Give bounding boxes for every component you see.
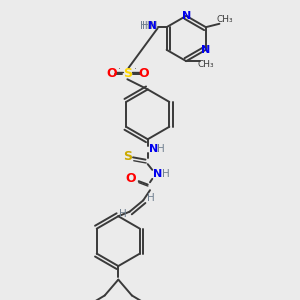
Text: O: O bbox=[125, 172, 136, 185]
Text: H: H bbox=[147, 193, 155, 203]
Text: HN: HN bbox=[142, 21, 158, 31]
Text: CH₃: CH₃ bbox=[217, 15, 233, 24]
Text: N: N bbox=[148, 21, 156, 31]
Text: :: : bbox=[134, 66, 137, 75]
Text: N: N bbox=[182, 11, 191, 21]
Text: :: : bbox=[118, 66, 121, 75]
Text: N: N bbox=[153, 169, 163, 179]
Text: O: O bbox=[106, 67, 117, 80]
Text: S: S bbox=[123, 67, 132, 80]
Text: H: H bbox=[158, 144, 165, 154]
Text: N: N bbox=[149, 144, 158, 154]
Text: H: H bbox=[119, 209, 127, 219]
Text: H: H bbox=[162, 169, 170, 179]
Text: N: N bbox=[201, 45, 211, 55]
Text: O: O bbox=[138, 67, 148, 80]
Text: H: H bbox=[140, 21, 148, 31]
Text: CH₃: CH₃ bbox=[197, 60, 214, 69]
Text: S: S bbox=[123, 150, 132, 163]
